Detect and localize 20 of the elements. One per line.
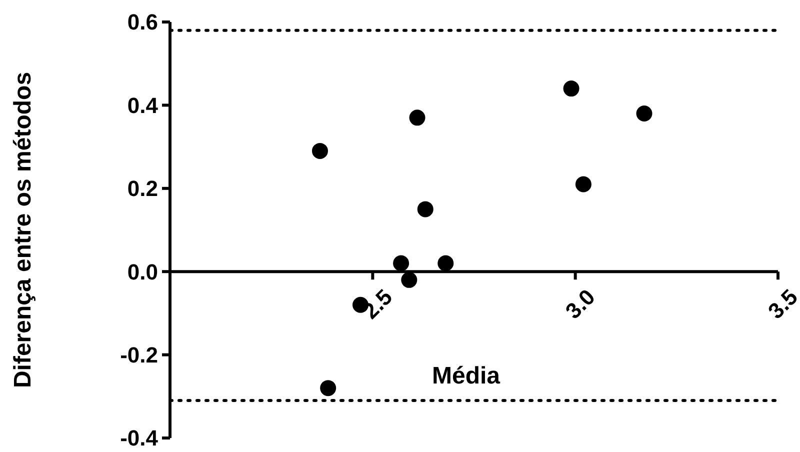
- point: [409, 110, 426, 126]
- point: [417, 201, 434, 218]
- y-tick-label: -0.4: [120, 426, 159, 451]
- y-axis-title: Diferença entre os métodos: [9, 72, 36, 388]
- x-axis-title: Média: [432, 362, 501, 390]
- x-tick-label: 3.0: [560, 284, 600, 324]
- point: [401, 272, 418, 288]
- y-tick-label: 0.4: [127, 92, 159, 118]
- point: [438, 255, 454, 272]
- point: [636, 106, 652, 122]
- point: [393, 255, 410, 272]
- point: [563, 80, 580, 97]
- y-tick-label: 0.6: [127, 10, 158, 35]
- point: [575, 176, 592, 192]
- y-tick-label: 0.0: [127, 259, 158, 284]
- y-tick-label: 0.2: [127, 176, 158, 202]
- y-tick-label: -0.2: [120, 342, 158, 368]
- point: [312, 142, 328, 159]
- point: [320, 380, 336, 396]
- x-tick-label: 3.5: [763, 284, 800, 324]
